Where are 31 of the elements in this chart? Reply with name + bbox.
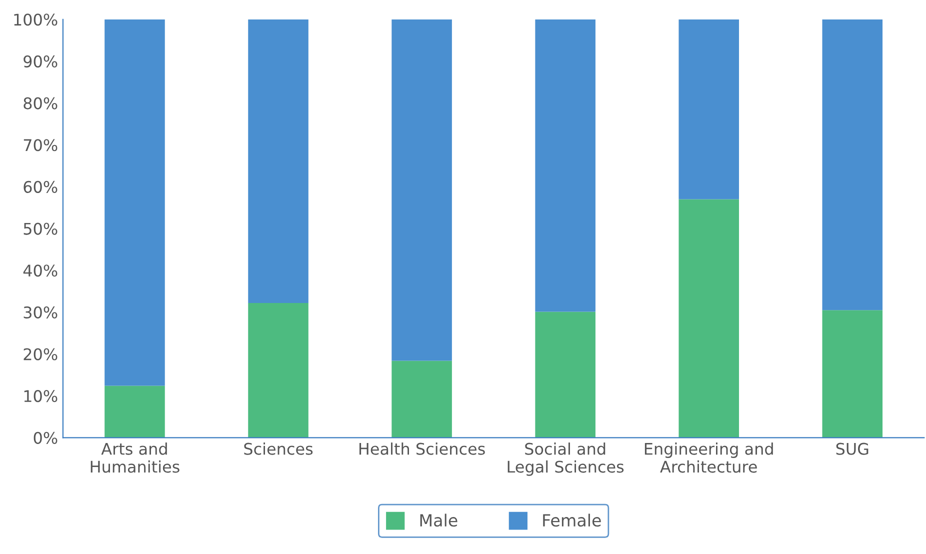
bar	[678, 199, 739, 438]
y-tick-label: 100%	[14, 14, 58, 26]
bar	[104, 386, 165, 438]
bar	[535, 312, 596, 438]
y-tick-label: 90%	[24, 55, 58, 68]
x-tick-label: SUG	[836, 442, 868, 455]
bar	[822, 310, 883, 438]
y-tick-label: 0%	[34, 432, 58, 444]
bar	[248, 302, 308, 438]
y-tick-label: 30%	[24, 306, 58, 318]
x-tick-label: Engineering and Architecture	[644, 442, 773, 473]
bar	[392, 19, 452, 361]
y-tick-label: 60%	[24, 180, 58, 193]
x-tick-label: Sciences	[244, 442, 313, 455]
y-tick-label: 20%	[24, 348, 58, 360]
legend-label: Male	[420, 514, 458, 527]
y-tick-label: 80%	[24, 97, 58, 110]
y-tick-label: 50%	[24, 222, 58, 235]
y-tick-label: 40%	[23, 264, 58, 277]
bar	[104, 19, 165, 386]
bar	[822, 19, 883, 310]
x-tick-label: Arts and Humanities	[90, 442, 180, 473]
y-tick-label: 10%	[24, 390, 58, 402]
bar	[248, 19, 308, 303]
x-tick-label: Social and Legal Sciences	[508, 442, 624, 476]
bar	[392, 360, 452, 438]
legend-label: Female	[543, 514, 601, 527]
x-tick-label: Health Sciences	[359, 442, 485, 455]
y-tick-label: 70%	[24, 139, 58, 152]
bar	[678, 19, 739, 200]
bar	[535, 19, 596, 312]
